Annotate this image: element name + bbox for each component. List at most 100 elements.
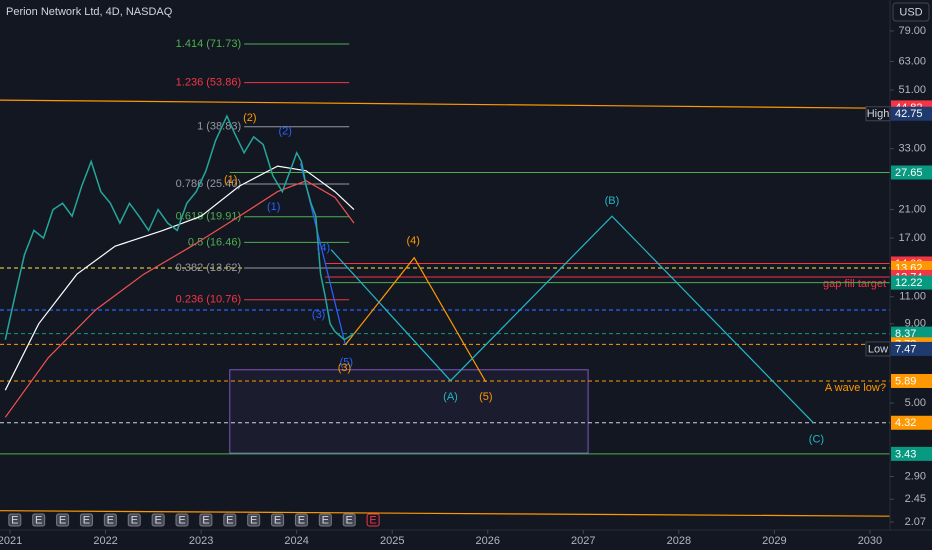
y-tick-label: 2.45 bbox=[905, 493, 926, 505]
earnings-label: E bbox=[298, 514, 305, 526]
y-tick-label: 11.00 bbox=[899, 291, 926, 303]
earnings-marker bbox=[223, 513, 237, 527]
earnings-label: E bbox=[131, 514, 138, 526]
x-tick-label: 2023 bbox=[189, 535, 213, 547]
fib-label: 1.414 (71.73) bbox=[176, 38, 241, 50]
y-tick-label: 2.90 bbox=[905, 470, 926, 482]
earnings-label: E bbox=[322, 514, 329, 526]
earnings-label: E bbox=[154, 514, 161, 526]
price-badge-label: 3.43 bbox=[895, 448, 916, 460]
tag-label: Low bbox=[868, 343, 888, 355]
plot-area: gap fill target A wave low? 1.414 (71.73) 1… bbox=[0, 38, 891, 527]
wave-label: (4) bbox=[407, 235, 420, 247]
earnings-marker bbox=[271, 513, 285, 527]
tag-box bbox=[865, 106, 891, 122]
x-tick-label: 2030 bbox=[858, 535, 882, 547]
price-badge-label: 7.47 bbox=[895, 343, 916, 355]
y-tick-label: 21.00 bbox=[898, 203, 926, 215]
earnings-marker bbox=[79, 513, 93, 527]
price-badge bbox=[891, 106, 932, 121]
fib-label: 0.382 (13.62) bbox=[176, 262, 241, 274]
wave-label: (C) bbox=[809, 434, 824, 446]
earnings-label: E bbox=[35, 514, 42, 526]
wave-label: (3) bbox=[338, 362, 351, 374]
earnings-label: E bbox=[274, 514, 281, 526]
drawing-line bbox=[4, 180, 355, 418]
wave-label: (A) bbox=[443, 391, 458, 403]
earnings-marker bbox=[294, 513, 308, 527]
price-badge bbox=[891, 446, 932, 461]
y-tick-label: 79.00 bbox=[898, 25, 926, 37]
x-tick-label: 2027 bbox=[571, 535, 595, 547]
y-tick-label: 63.00 bbox=[898, 55, 926, 67]
wave-label: (2) bbox=[278, 126, 291, 138]
earnings-label: E bbox=[83, 514, 90, 526]
earnings-label: E bbox=[59, 514, 66, 526]
earnings-label: E bbox=[346, 514, 353, 526]
earnings-marker bbox=[151, 513, 165, 527]
wave-label: (4) bbox=[317, 242, 330, 254]
x-tick-label: 2025 bbox=[380, 535, 404, 547]
earnings-label: E bbox=[107, 514, 114, 526]
y-tick-label: 51.00 bbox=[898, 84, 926, 96]
fib-label: 0.236 (10.76) bbox=[176, 294, 241, 306]
price-badge-label: 42.75 bbox=[895, 108, 923, 120]
tag-box bbox=[865, 341, 891, 357]
wave-label: (1) bbox=[267, 201, 280, 213]
earnings-label: E bbox=[202, 514, 209, 526]
price-badge-label: 12.22 bbox=[895, 277, 923, 289]
price-badge-label: 27.65 bbox=[895, 167, 923, 179]
wave-label: (5) bbox=[479, 391, 492, 403]
earnings-label: E bbox=[369, 514, 376, 526]
x-tick-label: 2022 bbox=[93, 535, 117, 547]
price-badge-label: 8.37 bbox=[895, 328, 916, 340]
price-badge bbox=[891, 415, 932, 430]
earnings-label: E bbox=[250, 514, 257, 526]
price-badge bbox=[891, 326, 932, 341]
tag-label: High bbox=[867, 108, 890, 120]
earnings-marker bbox=[342, 513, 356, 527]
currency-box[interactable] bbox=[892, 2, 930, 22]
drawing-line bbox=[0, 510, 891, 517]
price-badge-label: 4.32 bbox=[895, 417, 916, 429]
chart-title: Perion Network Ltd, 4D, NASDAQ bbox=[6, 6, 173, 18]
x-tick-label: 2028 bbox=[667, 535, 691, 547]
earnings-marker bbox=[366, 513, 380, 527]
earnings-label: E bbox=[226, 514, 233, 526]
price-badge bbox=[891, 275, 932, 290]
wave-label: (B) bbox=[605, 195, 620, 207]
price-badge bbox=[891, 341, 932, 356]
earnings-marker bbox=[199, 513, 213, 527]
earnings-marker bbox=[56, 513, 70, 527]
earnings-marker bbox=[103, 513, 117, 527]
earnings-marker bbox=[32, 513, 46, 527]
earnings-label: E bbox=[178, 514, 185, 526]
fib-label: 1.236 (53.86) bbox=[176, 77, 241, 89]
price-badge-label: 5.89 bbox=[895, 375, 916, 387]
level-note: A wave low? bbox=[825, 382, 886, 394]
drawing-line bbox=[4, 165, 355, 391]
price-badge bbox=[891, 165, 932, 180]
currency: USD bbox=[899, 6, 922, 18]
fib-label: 0.5 (16.46) bbox=[188, 236, 241, 248]
earnings-marker bbox=[247, 513, 261, 527]
y-tick-label: 2.07 bbox=[905, 516, 926, 528]
earnings-marker bbox=[8, 513, 22, 527]
earnings-marker bbox=[318, 513, 332, 527]
drawing-line bbox=[330, 215, 815, 424]
earnings-marker bbox=[127, 513, 141, 527]
wave-label: (2) bbox=[243, 112, 256, 124]
drawing-line bbox=[344, 256, 487, 383]
x-tick-label: 2029 bbox=[762, 535, 786, 547]
price-badge bbox=[891, 373, 932, 388]
fib-label: 1 (38.83) bbox=[197, 121, 241, 133]
level-note: gap fill target bbox=[823, 278, 886, 290]
earnings-marker bbox=[175, 513, 189, 527]
y-tick-label: 5.00 bbox=[905, 397, 926, 409]
wave-label: (1) bbox=[224, 174, 237, 186]
wave-label: (3) bbox=[312, 309, 325, 321]
fib-label: 0.786 (25.40) bbox=[176, 178, 241, 190]
earnings-label: E bbox=[11, 514, 18, 526]
